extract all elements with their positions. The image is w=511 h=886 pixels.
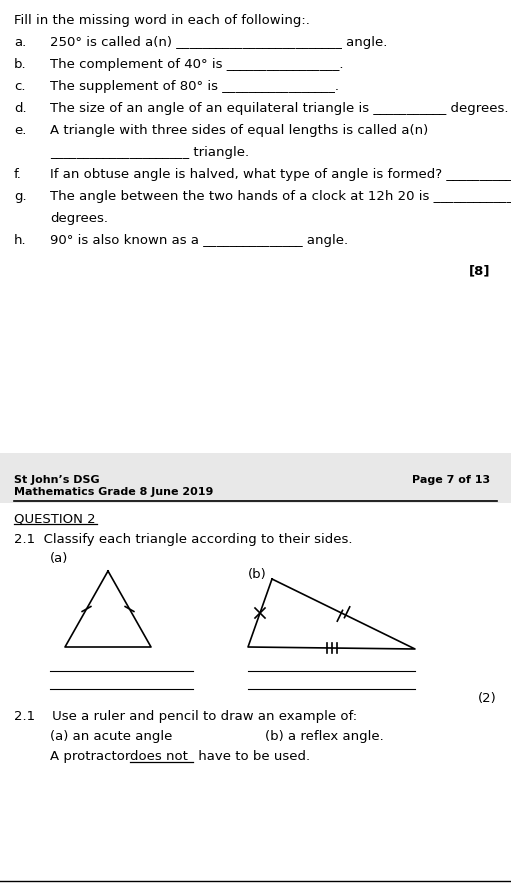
Text: e.: e. [14,124,27,136]
Text: (a) an acute angle: (a) an acute angle [50,729,172,742]
Text: c.: c. [14,80,26,93]
Text: The angle between the two hands of a clock at 12h 20 is _______________: The angle between the two hands of a clo… [50,190,511,203]
Text: The supplement of 80° is _________________.: The supplement of 80° is _______________… [50,80,339,93]
Text: [8]: [8] [469,264,490,276]
Text: f.: f. [14,167,22,181]
Text: (b): (b) [248,567,267,580]
Text: d.: d. [14,102,27,115]
Text: degrees.: degrees. [50,212,108,225]
Text: 2.1  Classify each triangle according to their sides.: 2.1 Classify each triangle according to … [14,532,353,546]
Text: The complement of 40° is _________________.: The complement of 40° is _______________… [50,58,343,71]
Text: Page 7 of 13: Page 7 of 13 [412,475,490,485]
Text: Fill in the missing word in each of following:.: Fill in the missing word in each of foll… [14,14,310,27]
Text: b.: b. [14,58,27,71]
Text: a.: a. [14,36,26,49]
Text: g.: g. [14,190,27,203]
Text: A triangle with three sides of equal lengths is called a(n): A triangle with three sides of equal len… [50,124,428,136]
Text: St John’s DSG: St John’s DSG [14,475,100,485]
Text: does not: does not [130,750,188,762]
Text: If an obtuse angle is halved, what type of angle is formed? _______________.: If an obtuse angle is halved, what type … [50,167,511,181]
Text: A protractor: A protractor [50,750,134,762]
Text: Mathematics Grade 8 June 2019: Mathematics Grade 8 June 2019 [14,486,214,496]
Text: The size of an angle of an equilateral triangle is ___________ degrees.: The size of an angle of an equilateral t… [50,102,508,115]
Text: h.: h. [14,234,27,246]
Text: (2): (2) [478,691,497,704]
Text: 250° is called a(n) _________________________ angle.: 250° is called a(n) ____________________… [50,36,387,49]
Text: 2.1    Use a ruler and pencil to draw an example of:: 2.1 Use a ruler and pencil to draw an ex… [14,709,357,722]
Text: QUESTION 2: QUESTION 2 [14,511,96,525]
Text: (b) a reflex angle.: (b) a reflex angle. [265,729,384,742]
Bar [0,454,511,503]
Text: (a): (a) [50,551,68,564]
Text: _____________________ triangle.: _____________________ triangle. [50,146,249,159]
Text: 90° is also known as a _______________ angle.: 90° is also known as a _______________ a… [50,234,348,246]
Text: have to be used.: have to be used. [194,750,310,762]
